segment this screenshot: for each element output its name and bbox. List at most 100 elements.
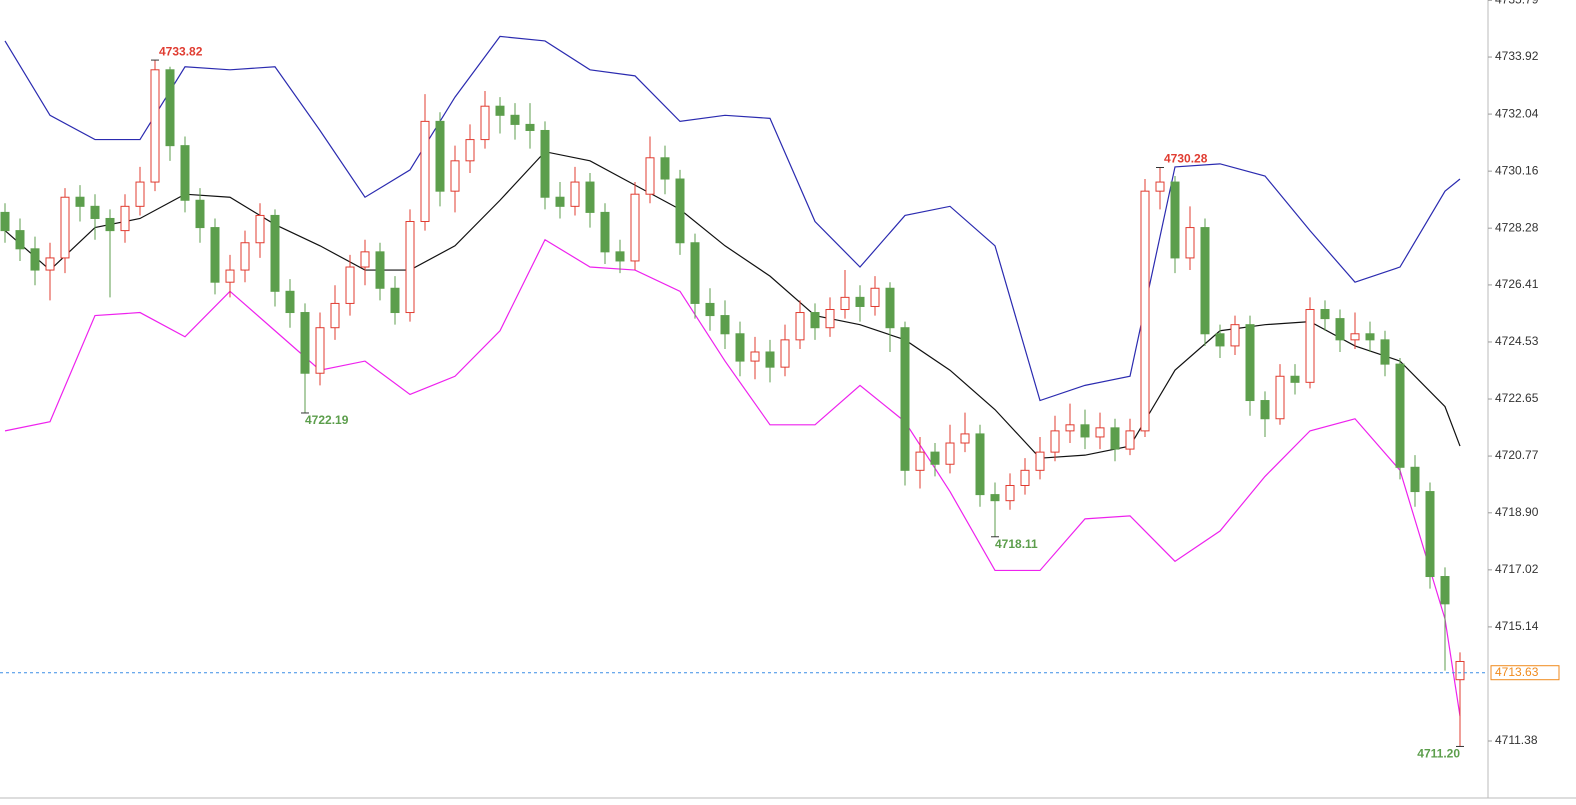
candle-body [0, 211, 10, 232]
candle-body [1245, 324, 1255, 402]
candle-body [150, 69, 160, 183]
candle-body [840, 296, 850, 311]
candle-body [1035, 451, 1045, 471]
band-line [4, 35, 1461, 402]
candle-body [15, 230, 25, 250]
candle-body [1200, 227, 1210, 335]
candle-body [180, 145, 190, 201]
candle-body [900, 327, 910, 471]
band-line [4, 151, 1461, 459]
candle-body [195, 199, 205, 229]
candle-body [315, 327, 325, 374]
candle-body [570, 181, 580, 207]
y-tick-label: 4718.90 [1495, 505, 1539, 519]
candle-body [915, 451, 925, 471]
y-tick-label: 4722.65 [1495, 391, 1539, 405]
candle-body [1290, 375, 1300, 383]
candle-body [1425, 491, 1435, 578]
extreme-label: 4711.20 [1417, 747, 1460, 761]
candle-body [780, 339, 790, 368]
candle-body [1230, 324, 1240, 347]
candle-body [330, 302, 340, 329]
candle-body [1125, 430, 1135, 450]
candle-body [480, 105, 490, 141]
candle-body [1170, 181, 1180, 259]
candle-body [1260, 400, 1270, 420]
candle-body [855, 296, 865, 307]
candle-body [210, 227, 220, 283]
y-tick-label: 4726.41 [1495, 277, 1539, 291]
candle-body [1395, 363, 1405, 468]
extreme-label: 4730.28 [1164, 152, 1208, 166]
y-tick-label: 4733.92 [1495, 49, 1539, 63]
candle-body [750, 351, 760, 362]
candle-body [870, 287, 880, 307]
extreme-label: 4733.82 [159, 44, 203, 58]
candle-body [1305, 309, 1315, 383]
candle-body [1335, 318, 1345, 341]
candle-body [1155, 181, 1165, 192]
candle-body [615, 251, 625, 262]
candle-body [1380, 339, 1390, 365]
candle-body [1095, 427, 1105, 438]
candle-body [360, 251, 370, 268]
candle-body [735, 333, 745, 362]
candle-body [1320, 309, 1330, 320]
candle-body [405, 221, 415, 314]
candle-body [930, 451, 940, 465]
candle-body [630, 193, 640, 262]
band-line [4, 238, 1461, 717]
candle-body [60, 196, 70, 259]
candle-body [45, 257, 55, 271]
candle-body [240, 242, 250, 271]
y-tick-label: 4715.14 [1495, 619, 1539, 633]
candle-body [555, 196, 565, 207]
candle-body [450, 160, 460, 192]
candle-body [1185, 227, 1195, 259]
last-price-label: 4713.63 [1495, 665, 1539, 679]
candle-body [765, 351, 775, 368]
candle-body [1050, 430, 1060, 453]
candle-body [945, 442, 955, 465]
candle-body [1215, 333, 1225, 347]
candle-body [1065, 424, 1075, 432]
candle-body [270, 214, 280, 292]
candle-body [975, 433, 985, 496]
candle-body [390, 287, 400, 314]
y-tick-label: 4720.77 [1495, 448, 1539, 462]
candle-body [1140, 190, 1150, 432]
candle-body [795, 312, 805, 341]
candle-body [345, 266, 355, 304]
y-tick-label: 4735.79 [1495, 0, 1539, 6]
candle-body [90, 205, 100, 219]
candle-body [525, 123, 535, 131]
candle-body [165, 69, 175, 147]
candle-body [75, 196, 85, 207]
y-tick-label: 4730.16 [1495, 163, 1539, 177]
y-tick-label: 4732.04 [1495, 106, 1539, 120]
candle-body [1020, 469, 1030, 486]
candle-body [1110, 427, 1120, 450]
candle-body [990, 494, 1000, 502]
candle-body [1080, 424, 1090, 438]
candle-body [285, 290, 295, 314]
candle-body [825, 309, 835, 329]
candle-body [690, 242, 700, 304]
candle-body [300, 312, 310, 374]
candle-body [1455, 660, 1465, 681]
candle-body [495, 105, 505, 116]
candle-body [810, 312, 820, 329]
candle-body [660, 157, 670, 180]
candle-body [1410, 466, 1420, 493]
candle-body [510, 114, 520, 125]
candle-body [435, 120, 445, 192]
candle-body [1275, 375, 1285, 420]
candle-body [585, 181, 595, 213]
candle-body [540, 129, 550, 198]
candle-body [645, 157, 655, 195]
candle-body [225, 269, 235, 283]
candle-body [1005, 484, 1015, 502]
y-tick-label: 4728.28 [1495, 220, 1539, 234]
